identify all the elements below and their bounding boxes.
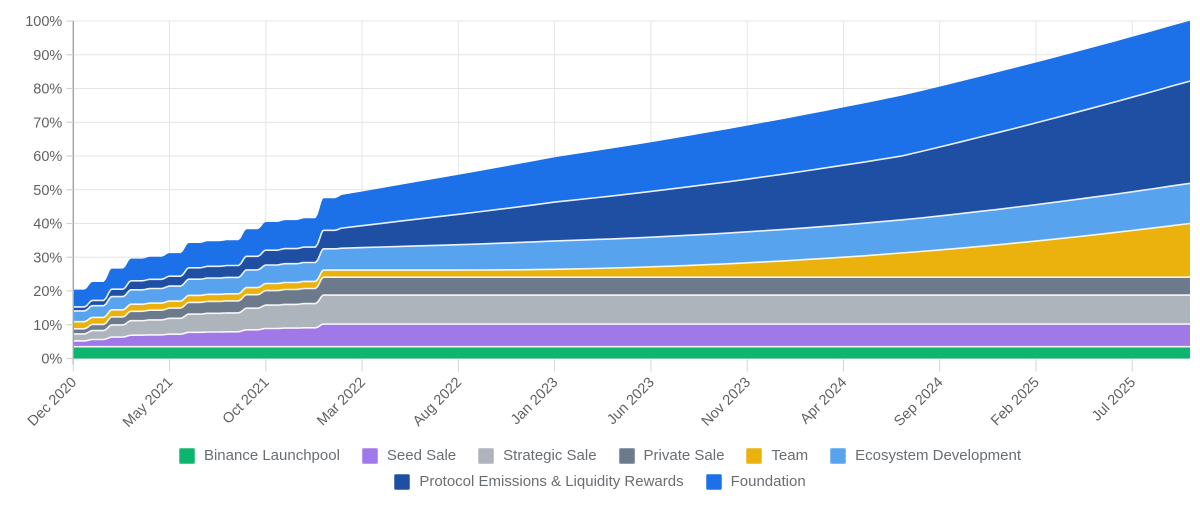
x-tick-label: Feb 2025 [988,375,1043,430]
binance-launchpool-swatch-icon [178,447,195,464]
legend-row: Protocol Emissions & Liquidity Rewards Fo… [394,473,806,490]
stacked-area-chart-canvas[interactable]: 0% 10% 20% 30% 40% 50% 60% 70% 80% 90% 100% Dec 202… [0,0,1200,450]
legend-item-label: Team [771,447,809,464]
y-tick-label: 30% [33,250,62,266]
x-tick-label: Mar 2022 [314,375,369,430]
band-separators [73,80,1191,348]
legend-item-label: Seed Sale [386,447,457,464]
y-axis-labels: 0% 10% 20% 30% 40% 50% 60% 70% 80% 90% 100% [25,14,62,368]
y-tick-label: 50% [33,183,62,199]
strategic-sale-swatch-icon [478,447,495,464]
private-sale-swatch-icon [618,447,635,464]
x-tick-label: Jun 2023 [604,375,658,429]
area-seed-sale [73,324,1190,347]
legend-item-ecosystem-development[interactable]: Ecosystem Development [830,447,1021,464]
legend-item-label: Protocol Emissions & Liquidity Rewards [419,473,684,490]
x-tick-label: Jan 2023 [508,375,562,429]
x-tick-label: Aug 2022 [410,375,465,430]
x-tick-label: Sep 2024 [891,375,946,430]
y-tick-label: 20% [33,284,62,300]
y-tick-label: 40% [33,217,62,233]
legend-item-label: Private Sale [643,447,725,464]
area-foundation [73,20,1190,307]
legend-item-label: Binance Launchpool [203,447,340,464]
y-tick-label: 60% [33,149,62,165]
x-tick-label: Oct 2021 [220,375,273,428]
y-tick-label: 0% [41,352,62,368]
legend-item-binance-launchpool[interactable]: Binance Launchpool [178,447,340,464]
area-series-group [73,20,1190,359]
x-tick-label: Apr 2024 [797,375,850,428]
x-tick-label: Dec 2020 [25,375,80,430]
area-team [73,223,1190,329]
y-tick-label: 100% [25,14,62,30]
legend-item-private-sale[interactable]: Private Sale [618,447,725,464]
area-binance-launchpool [73,346,1190,359]
y-tick-label: 70% [33,115,62,131]
legend-item-team[interactable]: Team [746,447,808,464]
x-tick-label: May 2021 [120,375,176,431]
x-tick-label: Jul 2025 [1089,375,1139,425]
area-ecosystem-development [73,183,1190,322]
area-protocol-emissions-liquidity-rewards [73,81,1190,311]
axes [66,20,1133,372]
x-tick-label: Nov 2023 [699,375,754,430]
legend-item-protocol-emissions-liquidity-rewards[interactable]: Protocol Emissions & Liquidity Rewards [394,473,684,490]
y-tick-label: 90% [33,48,62,64]
y-tick-label: 10% [33,318,62,334]
legend-item-strategic-sale[interactable]: Strategic Sale [478,447,597,464]
x-axis-labels: Dec 2020 May 2021 Oct 2021 Mar 2022 Aug 2022… [25,375,1139,431]
legend-item-foundation[interactable]: Foundation [705,473,806,490]
team-swatch-icon [746,447,763,464]
area-strategic-sale [73,295,1190,341]
seed-sale-swatch-icon [361,447,378,464]
y-tick-label: 80% [33,82,62,98]
legend-row: Binance Launchpool Seed Sale Strategic Sal… [178,447,1021,464]
chart-legend: Binance Launchpool Seed Sale Strategic Sal… [0,447,1200,490]
foundation-swatch-icon [705,473,722,490]
legend-item-label: Ecosystem Development [855,447,1022,464]
legend-item-label: Strategic Sale [503,447,597,464]
ecosystem-development-swatch-icon [830,447,847,464]
legend-item-label: Foundation [730,473,806,490]
protocol-emissions-liquidity-rewards-swatch-icon [394,473,411,490]
area-private-sale [73,277,1190,334]
legend-item-seed-sale[interactable]: Seed Sale [361,447,457,464]
